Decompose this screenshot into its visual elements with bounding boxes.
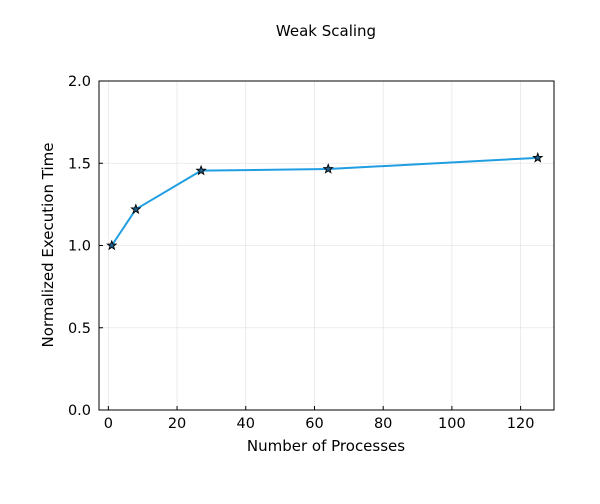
- data-point-marker: [532, 151, 544, 163]
- data-point-marker: [322, 163, 334, 174]
- x-tick-label: 60: [305, 416, 323, 432]
- x-axis-ticks: 0 20 40 60 80 100 120: [104, 406, 535, 432]
- data-point-marker: [130, 203, 142, 215]
- x-tick-label: 0: [104, 416, 113, 432]
- data-point-marker: [106, 239, 118, 251]
- x-tick-label: 120: [507, 416, 535, 432]
- y-axis-ticks: 0.0 0.5 1.0 1.5 2.0: [68, 74, 103, 419]
- x-axis-label: Number of Processes: [247, 437, 405, 455]
- series-line: [110, 156, 538, 247]
- y-tick-label: 1.0: [68, 239, 91, 255]
- grid-lines: [99, 80, 554, 411]
- x-tick-label: 100: [438, 416, 466, 432]
- x-tick-label: 80: [374, 416, 392, 432]
- chart-title: Weak Scaling: [276, 22, 376, 40]
- data-point-marker: [195, 164, 207, 176]
- x-tick-label: 20: [168, 416, 186, 432]
- y-tick-label: 1.5: [68, 156, 91, 172]
- series-layer: [106, 151, 544, 251]
- y-axis-label: Normalized Execution Time: [39, 143, 57, 348]
- y-tick-label: 0.5: [68, 321, 91, 337]
- y-tick-label: 0.0: [68, 403, 91, 419]
- y-tick-label: 2.0: [68, 74, 91, 90]
- x-tick-label: 40: [237, 416, 255, 432]
